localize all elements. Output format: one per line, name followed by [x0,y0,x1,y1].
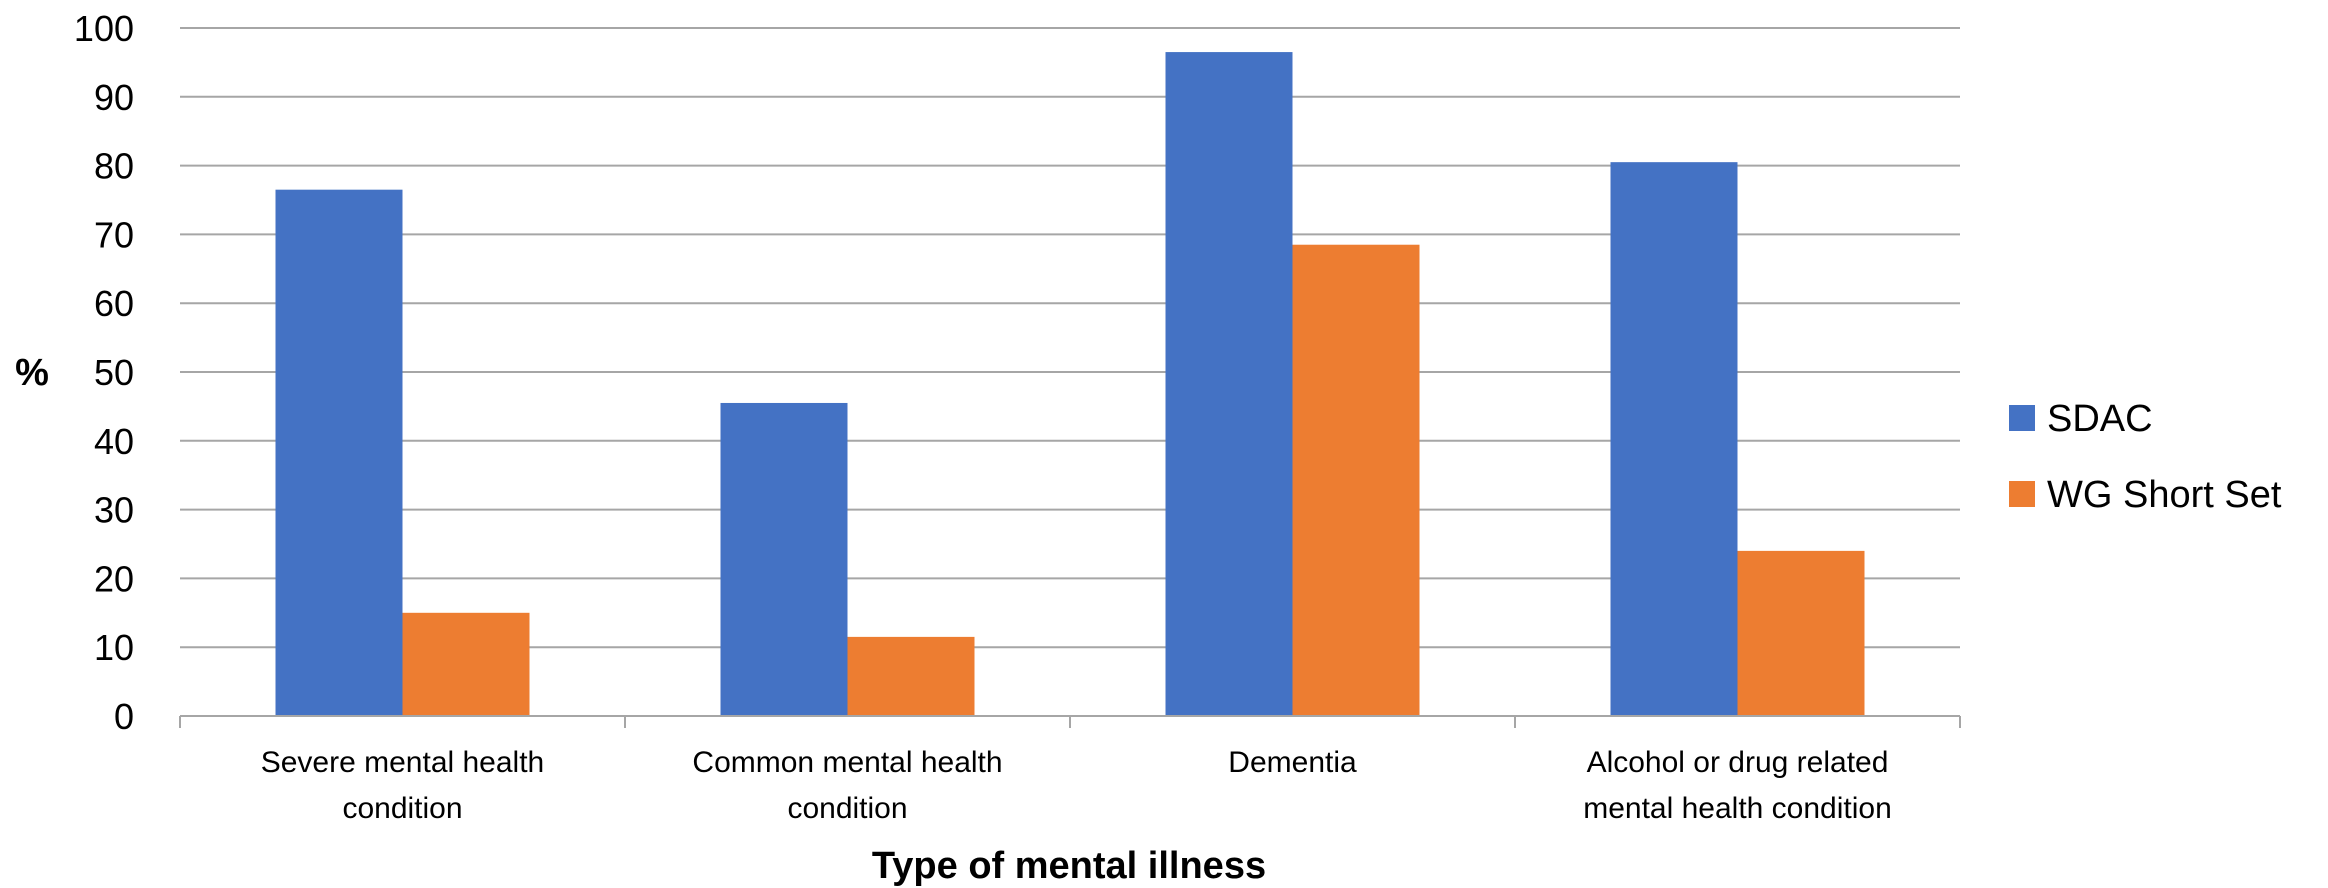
bars [275,52,1865,716]
bar-sdac [275,189,403,716]
category-label-line: Alcohol or drug related [1587,746,1889,779]
legend-label: WG Short Set [2047,474,2282,516]
bar-wg-short-set [1737,550,1865,716]
y-tick-label: 20 [94,558,134,599]
gridlines [180,27,1960,649]
category-label-line: condition [342,792,462,825]
x-axis-title: Type of mental illness [872,845,1266,887]
bar-sdac [720,402,848,716]
category-label: Dementia [1228,746,1357,779]
category-label: Common mental health condition [692,746,1002,825]
y-tick-label: 30 [94,490,134,531]
category-label-line: Dementia [1228,746,1357,779]
category-label-line: Severe mental health [261,746,545,779]
category-label-line: Common mental health [692,746,1002,779]
y-tick-label: 40 [94,421,134,462]
category-label: Alcohol or drug related mental health con… [1583,746,1892,825]
category-label-line: mental health condition [1583,792,1892,825]
x-axis [179,715,1961,728]
category-label-line: condition [787,792,907,825]
y-tick-label: 90 [94,77,134,118]
y-tick-label: 10 [94,627,134,668]
y-axis-title: % [15,352,49,394]
bar-wg-short-set [847,636,975,716]
y-tick-label: 100 [74,8,134,49]
y-tick-label: 80 [94,146,134,187]
bar-wg-short-set [402,612,530,716]
y-tick-label: 70 [94,214,134,255]
bar-wg-short-set [1292,244,1420,716]
y-tick-label: 60 [94,283,134,324]
legend: SDAC WG Short Set [2009,398,2282,516]
category-label: Severe mental health condition [261,746,545,825]
legend-label: SDAC [2047,398,2153,440]
legend-swatch [2009,405,2035,431]
bar-sdac [1165,52,1293,716]
y-tick-label: 50 [94,352,134,393]
legend-swatch [2009,481,2035,507]
y-axis-ticks: 0 10 20 30 40 50 60 70 80 90 100 [74,8,134,737]
bar-sdac [1610,162,1738,716]
y-tick-label: 0 [114,696,134,737]
